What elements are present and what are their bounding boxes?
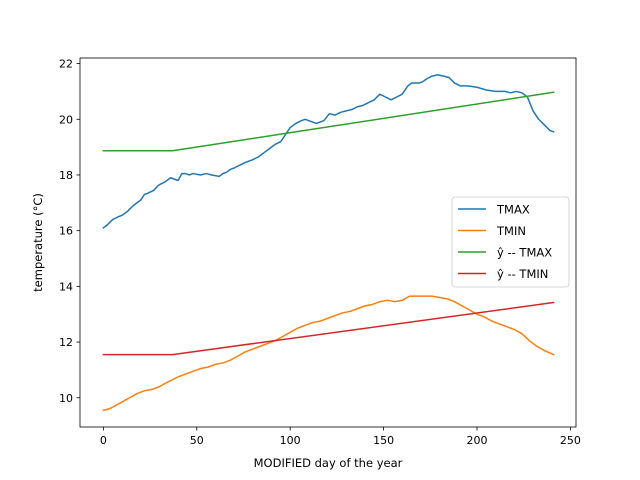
- x-tick-label: 100: [280, 434, 301, 447]
- y-tick-label: 12: [59, 336, 73, 349]
- series-line-2: [102, 91, 555, 152]
- legend: TMAX TMIN ŷ -- TMAX ŷ -- TMIN: [451, 196, 570, 288]
- legend-box: [451, 196, 570, 288]
- x-tick-label: 0: [100, 434, 107, 447]
- y-tick-label: 22: [59, 58, 73, 71]
- y-axis-ticks: 10 12 14 16 18 20 22: [59, 58, 80, 405]
- y-tick-label: 10: [59, 392, 73, 405]
- legend-label-1: TMIN: [496, 224, 526, 238]
- y-axis-label: temperature (°C): [31, 193, 45, 292]
- y-tick-label: 18: [59, 169, 73, 182]
- x-tick-label: 200: [466, 434, 487, 447]
- legend-label-0: TMAX: [496, 203, 530, 217]
- x-tick-label: 250: [560, 434, 581, 447]
- y-tick-label: 16: [59, 225, 73, 238]
- legend-label-3: ŷ -- TMIN: [497, 267, 548, 281]
- x-tick-label: 150: [373, 434, 394, 447]
- y-tick-label: 14: [59, 280, 73, 293]
- series-line-0: [102, 73, 555, 229]
- y-tick-label: 20: [59, 113, 73, 126]
- x-axis-ticks: 0 50 100 150 200 250: [100, 427, 581, 447]
- series-layer: [102, 73, 555, 412]
- series-line-3: [102, 301, 555, 356]
- x-axis-label: MODIFIED day of the year: [254, 456, 403, 470]
- legend-label-2: ŷ -- TMAX: [497, 246, 552, 260]
- x-tick-label: 50: [190, 434, 204, 447]
- axes-frame: [79, 57, 577, 428]
